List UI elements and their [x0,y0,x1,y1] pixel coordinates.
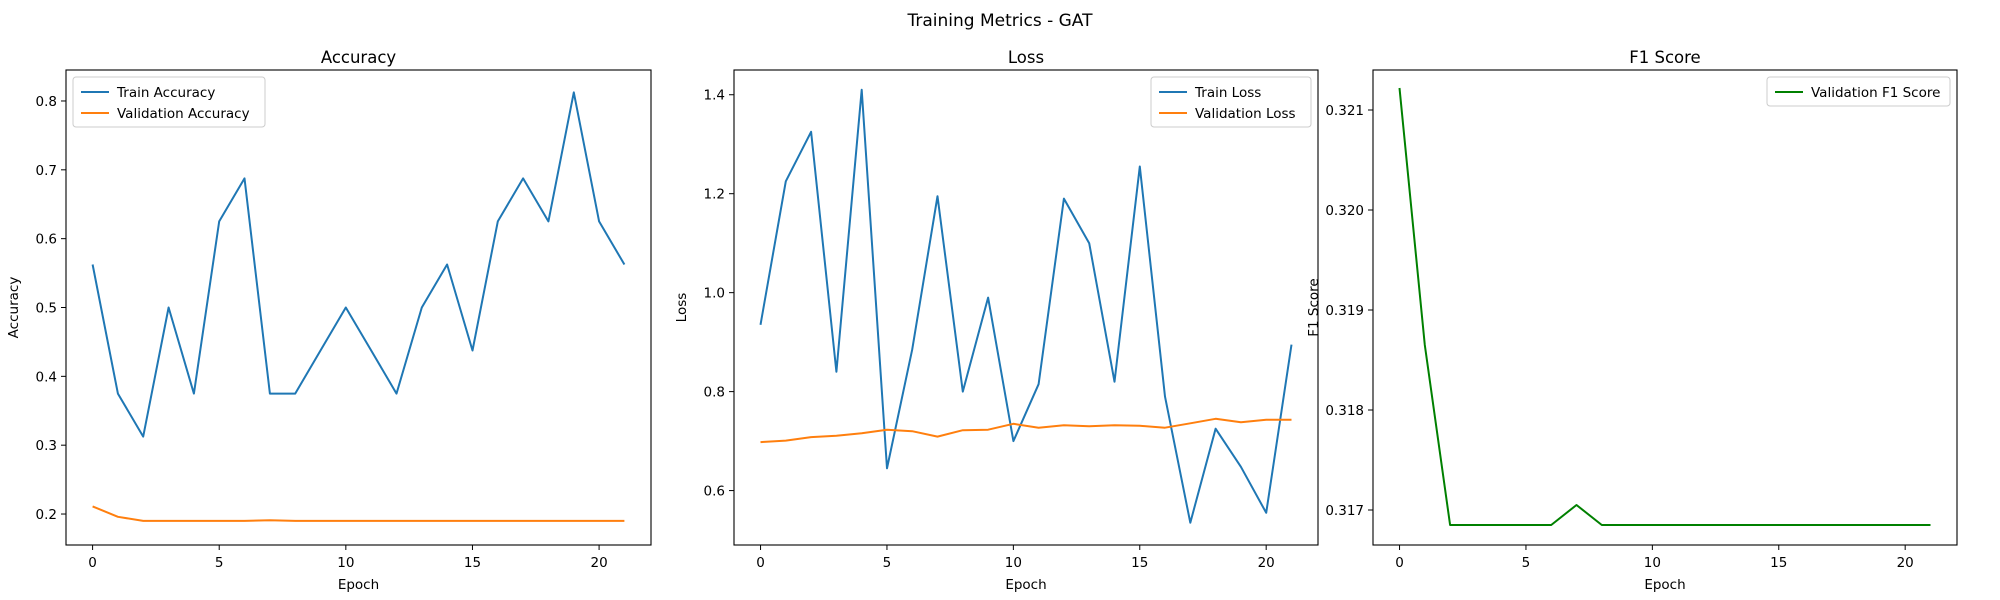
y-tick-label: 0.4 [36,369,57,385]
x-tick-label: 20 [590,555,607,571]
y-tick-label: 0.3 [36,438,57,454]
chart-title: Accuracy [321,48,397,67]
y-tick-label: 1.4 [704,88,725,104]
chart-title: Loss [1008,48,1044,67]
y-tick-label: 0.5 [36,301,57,317]
y-axis-label: Loss [674,293,690,323]
y-axis-label: F1 Score [1306,278,1322,336]
legend: Validation F1 Score [1766,76,1951,107]
legend-box [72,76,266,128]
chart-panel-3: 0 5 10 15 20 0.317 0.318 0.319 0.320 0.321 F1 Scor… [1306,48,1958,593]
plot-frame [1372,69,1958,546]
series-line-1-2 [92,505,625,522]
y-tick-label: 0.7 [36,163,57,179]
x-tick-label: 10 [1644,555,1661,571]
x-tick-label: 15 [1131,555,1148,571]
x-tick-label: 20 [1897,555,1914,571]
legend: Train Loss Validation Loss [1150,76,1312,128]
y-tick-label: 0.6 [36,232,57,248]
legend-box [1150,76,1312,128]
y-tick-label: 0.8 [36,94,57,110]
y-tick-label: 1.0 [704,286,725,302]
x-tick-label: 0 [1395,555,1404,571]
y-tick-label: 0.319 [1325,303,1364,319]
x-tick-label: 20 [1258,555,1275,571]
x-axis-label: Epoch [338,577,379,593]
y-tick-label: 0.320 [1325,203,1364,219]
figure-suptitle: Training Metrics - GAT [907,11,1094,31]
x-tick-label: 10 [337,555,354,571]
chart-panel-2: 0 5 10 15 20 0.6 0.8 1.0 1.2 1.4 Loss Epoch Loss Trai… [674,48,1319,593]
legend-box [1766,76,1951,107]
x-axis-label: Epoch [1644,577,1685,593]
x-tick-label: 5 [215,555,224,571]
legend: Train Accuracy Validation Accuracy [72,76,266,128]
chart-title: F1 Score [1629,48,1700,67]
y-tick-label: 0.6 [704,484,725,500]
y-tick-label: 0.8 [704,385,725,401]
x-tick-label: 10 [1005,555,1022,571]
y-tick-label: 0.317 [1325,503,1364,519]
series-line-1-1 [91,91,626,438]
y-tick-label: 0.321 [1325,103,1364,119]
x-tick-label: 15 [464,555,481,571]
y-tick-label: 0.2 [36,507,57,523]
x-tick-label: 5 [1522,555,1531,571]
x-tick-label: 5 [883,555,892,571]
legend-label: Train Accuracy [116,85,215,101]
x-axis-label: Epoch [1005,577,1046,593]
series-line-2-1 [759,88,1293,524]
x-tick-label: 0 [756,555,765,571]
plot-frame [733,69,1319,546]
legend-label: Validation Accuracy [117,106,250,122]
legend-label: Validation Loss [1195,106,1296,122]
chart-panel-1: 0 5 10 15 20 0.2 0.3 0.4 0.5 0.6 0.7 0.8 Accuracy Epo… [6,48,652,593]
series-line-2-2 [760,417,1292,444]
x-tick-label: 15 [1770,555,1787,571]
y-tick-label: 1.2 [704,187,725,203]
series-line-3-1 [1398,87,1931,526]
y-tick-label: 0.318 [1325,403,1364,419]
legend-label: Validation F1 Score [1811,85,1940,101]
y-axis-label: Accuracy [6,277,22,339]
x-tick-label: 0 [88,555,97,571]
legend-label: Train Loss [1194,85,1261,101]
